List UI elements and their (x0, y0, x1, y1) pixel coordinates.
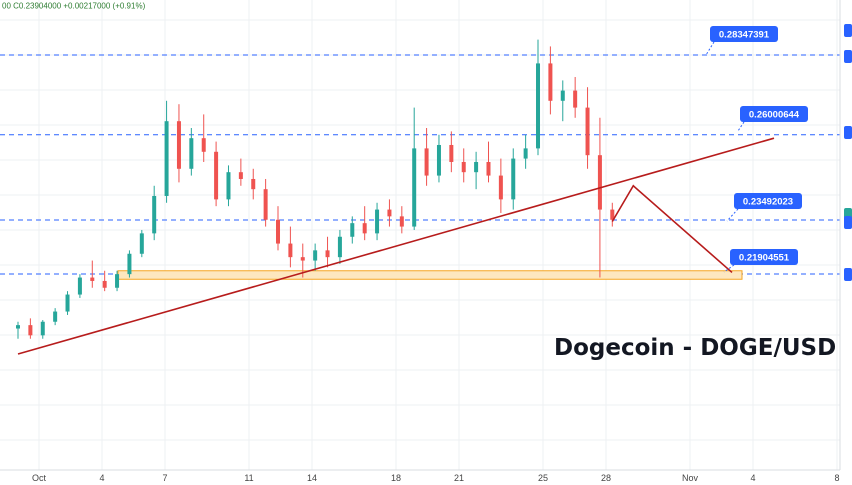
candle (474, 151, 479, 190)
x-tick-label: 21 (454, 473, 464, 483)
candle (214, 141, 219, 207)
candlesticks (16, 39, 615, 339)
candle (387, 199, 392, 227)
level-tag: 0.26000644 (737, 106, 808, 132)
candle (461, 148, 466, 183)
axis-price-tag (844, 216, 852, 229)
x-tick-label: 8 (834, 473, 839, 483)
candle (300, 243, 305, 278)
time-axis: Oct 4 7 11 14 18 21 25 28 Nov 4 8 (0, 469, 840, 483)
candle (350, 216, 355, 244)
candle (585, 87, 590, 169)
candle (362, 206, 367, 241)
candle (573, 77, 578, 118)
candle (511, 148, 516, 210)
x-tick-label: 4 (750, 473, 755, 483)
x-tick-label: 7 (162, 473, 167, 483)
level-tag: 0.23492023 (726, 193, 802, 222)
price-axis (839, 0, 852, 470)
candle (498, 158, 503, 213)
candle (424, 127, 429, 186)
candle (28, 318, 33, 339)
level-tag-label: 0.23492023 (743, 197, 793, 208)
candle (90, 260, 95, 288)
trendline-layer (17, 137, 775, 355)
candle (102, 270, 107, 292)
candle (486, 141, 491, 183)
candle (164, 100, 169, 203)
candle (597, 117, 602, 278)
candle (412, 107, 417, 230)
axis-price-tag (844, 126, 852, 139)
candle (536, 39, 541, 156)
support-zone-rect (117, 270, 743, 280)
candle (325, 236, 330, 268)
candle (152, 185, 157, 241)
level-tag-label: 0.21904551 (739, 253, 790, 264)
candle (226, 165, 231, 207)
candle (288, 226, 293, 268)
candle (313, 243, 318, 271)
candle (548, 46, 553, 115)
candle (201, 114, 206, 162)
level-tags: 0.28347391 0.26000644 0.23492023 0.21904551 (705, 26, 808, 273)
candle (523, 134, 528, 169)
candle (560, 80, 565, 122)
candle (40, 320, 45, 339)
x-tick-label: 18 (391, 473, 401, 483)
x-tick-label: 11 (244, 473, 253, 483)
x-tick-label: 14 (307, 473, 317, 483)
candle (263, 178, 268, 227)
x-tick-label: 4 (99, 473, 104, 483)
x-tick-label: 25 (538, 473, 548, 483)
candle (16, 321, 20, 339)
chart-title: Dogecoin - DOGE/USD (554, 335, 836, 361)
candle (399, 206, 404, 234)
candle (127, 250, 132, 278)
candle (337, 229, 342, 264)
trendline (17, 137, 775, 355)
candle (238, 158, 243, 186)
candle (436, 134, 441, 183)
candle (449, 131, 454, 173)
candle (189, 127, 194, 176)
price-levels (0, 54, 840, 275)
ohlc-header: 00 C0.23904000 +0.00217000 (+0.91%) (2, 2, 146, 11)
level-tag: 0.28347391 (705, 26, 778, 56)
candle (176, 104, 181, 183)
axis-price-tag (844, 24, 852, 37)
level-tag: 0.21904551 (723, 249, 798, 273)
candle (65, 291, 70, 315)
axis-price-tag (844, 268, 852, 281)
x-tick-label: Nov (682, 473, 699, 483)
candle (77, 274, 82, 298)
level-tag-label: 0.28347391 (719, 30, 770, 41)
chart-grid (0, 0, 840, 470)
candle (115, 270, 120, 292)
x-tick-label: Oct (32, 473, 47, 483)
level-tag-label: 0.26000644 (749, 110, 800, 121)
projection-layer (611, 184, 733, 274)
candle (276, 206, 281, 251)
x-tick-label: 28 (601, 473, 611, 483)
support-zone (117, 270, 743, 280)
candle (375, 202, 380, 241)
candle (610, 202, 615, 227)
candle (251, 168, 256, 200)
axis-price-tag (844, 50, 852, 63)
candle (53, 308, 58, 326)
projection-path (611, 184, 733, 274)
candle (139, 229, 144, 258)
